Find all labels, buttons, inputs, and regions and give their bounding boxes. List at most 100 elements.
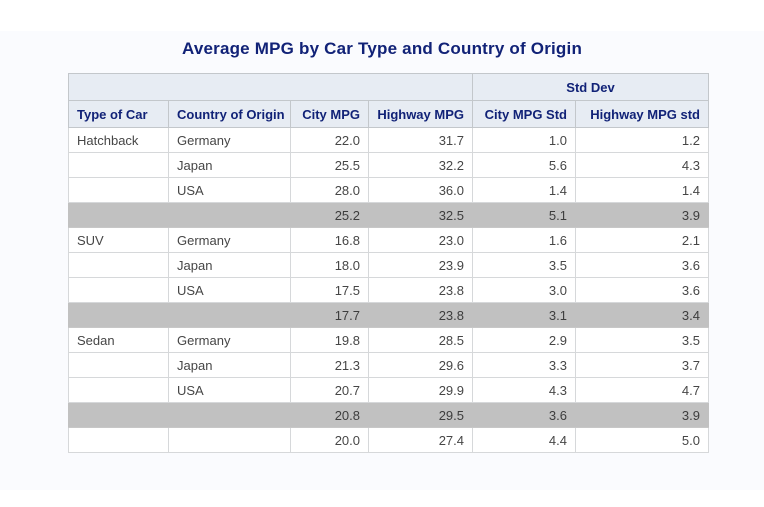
highway-mpg-cell: 32.5 <box>368 202 473 228</box>
table-header: Std Dev Type of Car Country of Origin Ci… <box>68 73 709 128</box>
type-cell <box>68 402 169 428</box>
table-row: USA 28.0 36.0 1.4 1.4 <box>68 177 709 203</box>
city-mpg-std-cell: 3.6 <box>472 402 576 428</box>
city-mpg-std-cell: 2.9 <box>472 327 576 353</box>
highway-mpg-std-cell: 3.7 <box>575 352 709 378</box>
type-cell: Hatchback <box>68 127 169 153</box>
col-header-city-mpg-std: City MPG Std <box>472 100 576 128</box>
city-mpg-std-cell: 1.0 <box>472 127 576 153</box>
mpg-summary-table: Std Dev Type of Car Country of Origin Ci… <box>68 73 709 453</box>
type-cell <box>68 152 169 178</box>
country-cell: USA <box>168 377 291 403</box>
highway-mpg-cell: 23.8 <box>368 277 473 303</box>
highway-mpg-std-cell: 5.0 <box>575 427 709 453</box>
highway-mpg-std-cell: 3.6 <box>575 277 709 303</box>
country-cell <box>168 202 291 228</box>
highway-mpg-std-cell: 3.9 <box>575 202 709 228</box>
city-mpg-cell: 28.0 <box>290 177 369 203</box>
report-title: Average MPG by Car Type and Country of O… <box>181 39 583 58</box>
city-mpg-cell: 25.2 <box>290 202 369 228</box>
type-cell <box>68 202 169 228</box>
col-header-highway-mpg-std: Highway MPG std <box>575 100 709 128</box>
report-content-area: Average MPG by Car Type and Country of O… <box>0 31 764 490</box>
city-mpg-cell: 17.7 <box>290 302 369 328</box>
country-cell: Germany <box>168 127 291 153</box>
highway-mpg-cell: 28.5 <box>368 327 473 353</box>
highway-mpg-std-cell: 3.4 <box>575 302 709 328</box>
city-mpg-std-cell: 3.0 <box>472 277 576 303</box>
type-cell <box>68 177 169 203</box>
table-row: USA 17.5 23.8 3.0 3.6 <box>68 277 709 303</box>
spanner-header-row: Std Dev <box>68 73 709 101</box>
country-cell: Japan <box>168 252 291 278</box>
col-header-city-mpg: City MPG <box>290 100 369 128</box>
city-mpg-std-cell: 3.1 <box>472 302 576 328</box>
city-mpg-cell: 20.7 <box>290 377 369 403</box>
table-row: Japan 21.3 29.6 3.3 3.7 <box>68 352 709 378</box>
city-mpg-cell: 21.3 <box>290 352 369 378</box>
city-mpg-cell: 16.8 <box>290 227 369 253</box>
table-body: Hatchback Germany 22.0 31.7 1.0 1.2 Japa… <box>68 127 709 453</box>
country-cell: Germany <box>168 327 291 353</box>
type-cell <box>68 427 169 453</box>
highway-mpg-std-cell: 3.6 <box>575 252 709 278</box>
type-cell: Sedan <box>68 327 169 353</box>
summary-row-sedan: 20.8 29.5 3.6 3.9 <box>68 402 709 428</box>
highway-mpg-cell: 29.6 <box>368 352 473 378</box>
type-cell <box>68 277 169 303</box>
city-mpg-cell: 20.8 <box>290 402 369 428</box>
country-cell: USA <box>168 277 291 303</box>
country-cell: USA <box>168 177 291 203</box>
grand-total-row: 20.0 27.4 4.4 5.0 <box>68 427 709 453</box>
type-cell <box>68 377 169 403</box>
city-mpg-std-cell: 1.4 <box>472 177 576 203</box>
city-mpg-cell: 25.5 <box>290 152 369 178</box>
city-mpg-std-cell: 4.3 <box>472 377 576 403</box>
city-mpg-std-cell: 4.4 <box>472 427 576 453</box>
country-cell: Japan <box>168 352 291 378</box>
highway-mpg-std-cell: 1.4 <box>575 177 709 203</box>
city-mpg-std-cell: 5.1 <box>472 202 576 228</box>
country-cell <box>168 427 291 453</box>
type-cell: SUV <box>68 227 169 253</box>
highway-mpg-cell: 31.7 <box>368 127 473 153</box>
table-row: SUV Germany 16.8 23.0 1.6 2.1 <box>68 227 709 253</box>
col-header-highway-mpg: Highway MPG <box>368 100 473 128</box>
table-row: Japan 18.0 23.9 3.5 3.6 <box>68 252 709 278</box>
highway-mpg-std-cell: 4.3 <box>575 152 709 178</box>
col-header-type-of-car: Type of Car <box>68 100 169 128</box>
highway-mpg-std-cell: 3.5 <box>575 327 709 353</box>
city-mpg-std-cell: 3.5 <box>472 252 576 278</box>
highway-mpg-std-cell: 4.7 <box>575 377 709 403</box>
column-header-row: Type of Car Country of Origin City MPG H… <box>68 100 709 128</box>
city-mpg-cell: 18.0 <box>290 252 369 278</box>
country-cell <box>168 402 291 428</box>
highway-mpg-cell: 32.2 <box>368 152 473 178</box>
header-spacer-cell <box>68 73 473 101</box>
country-cell: Japan <box>168 152 291 178</box>
highway-mpg-std-cell: 1.2 <box>575 127 709 153</box>
highway-mpg-cell: 27.4 <box>368 427 473 453</box>
table-row: Hatchback Germany 22.0 31.7 1.0 1.2 <box>68 127 709 153</box>
table-row: Japan 25.5 32.2 5.6 4.3 <box>68 152 709 178</box>
highway-mpg-std-cell: 2.1 <box>575 227 709 253</box>
table-row: USA 20.7 29.9 4.3 4.7 <box>68 377 709 403</box>
city-mpg-std-cell: 5.6 <box>472 152 576 178</box>
city-mpg-std-cell: 3.3 <box>472 352 576 378</box>
summary-row-suv: 17.7 23.8 3.1 3.4 <box>68 302 709 328</box>
summary-row-hatchback: 25.2 32.5 5.1 3.9 <box>68 202 709 228</box>
table-row: Sedan Germany 19.8 28.5 2.9 3.5 <box>68 327 709 353</box>
type-cell <box>68 352 169 378</box>
city-mpg-cell: 17.5 <box>290 277 369 303</box>
type-cell <box>68 302 169 328</box>
country-cell: Germany <box>168 227 291 253</box>
type-cell <box>68 252 169 278</box>
highway-mpg-cell: 23.0 <box>368 227 473 253</box>
highway-mpg-std-cell: 3.9 <box>575 402 709 428</box>
highway-mpg-cell: 29.5 <box>368 402 473 428</box>
highway-mpg-cell: 36.0 <box>368 177 473 203</box>
city-mpg-cell: 20.0 <box>290 427 369 453</box>
city-mpg-cell: 22.0 <box>290 127 369 153</box>
stddev-spanner-header: Std Dev <box>472 73 709 101</box>
